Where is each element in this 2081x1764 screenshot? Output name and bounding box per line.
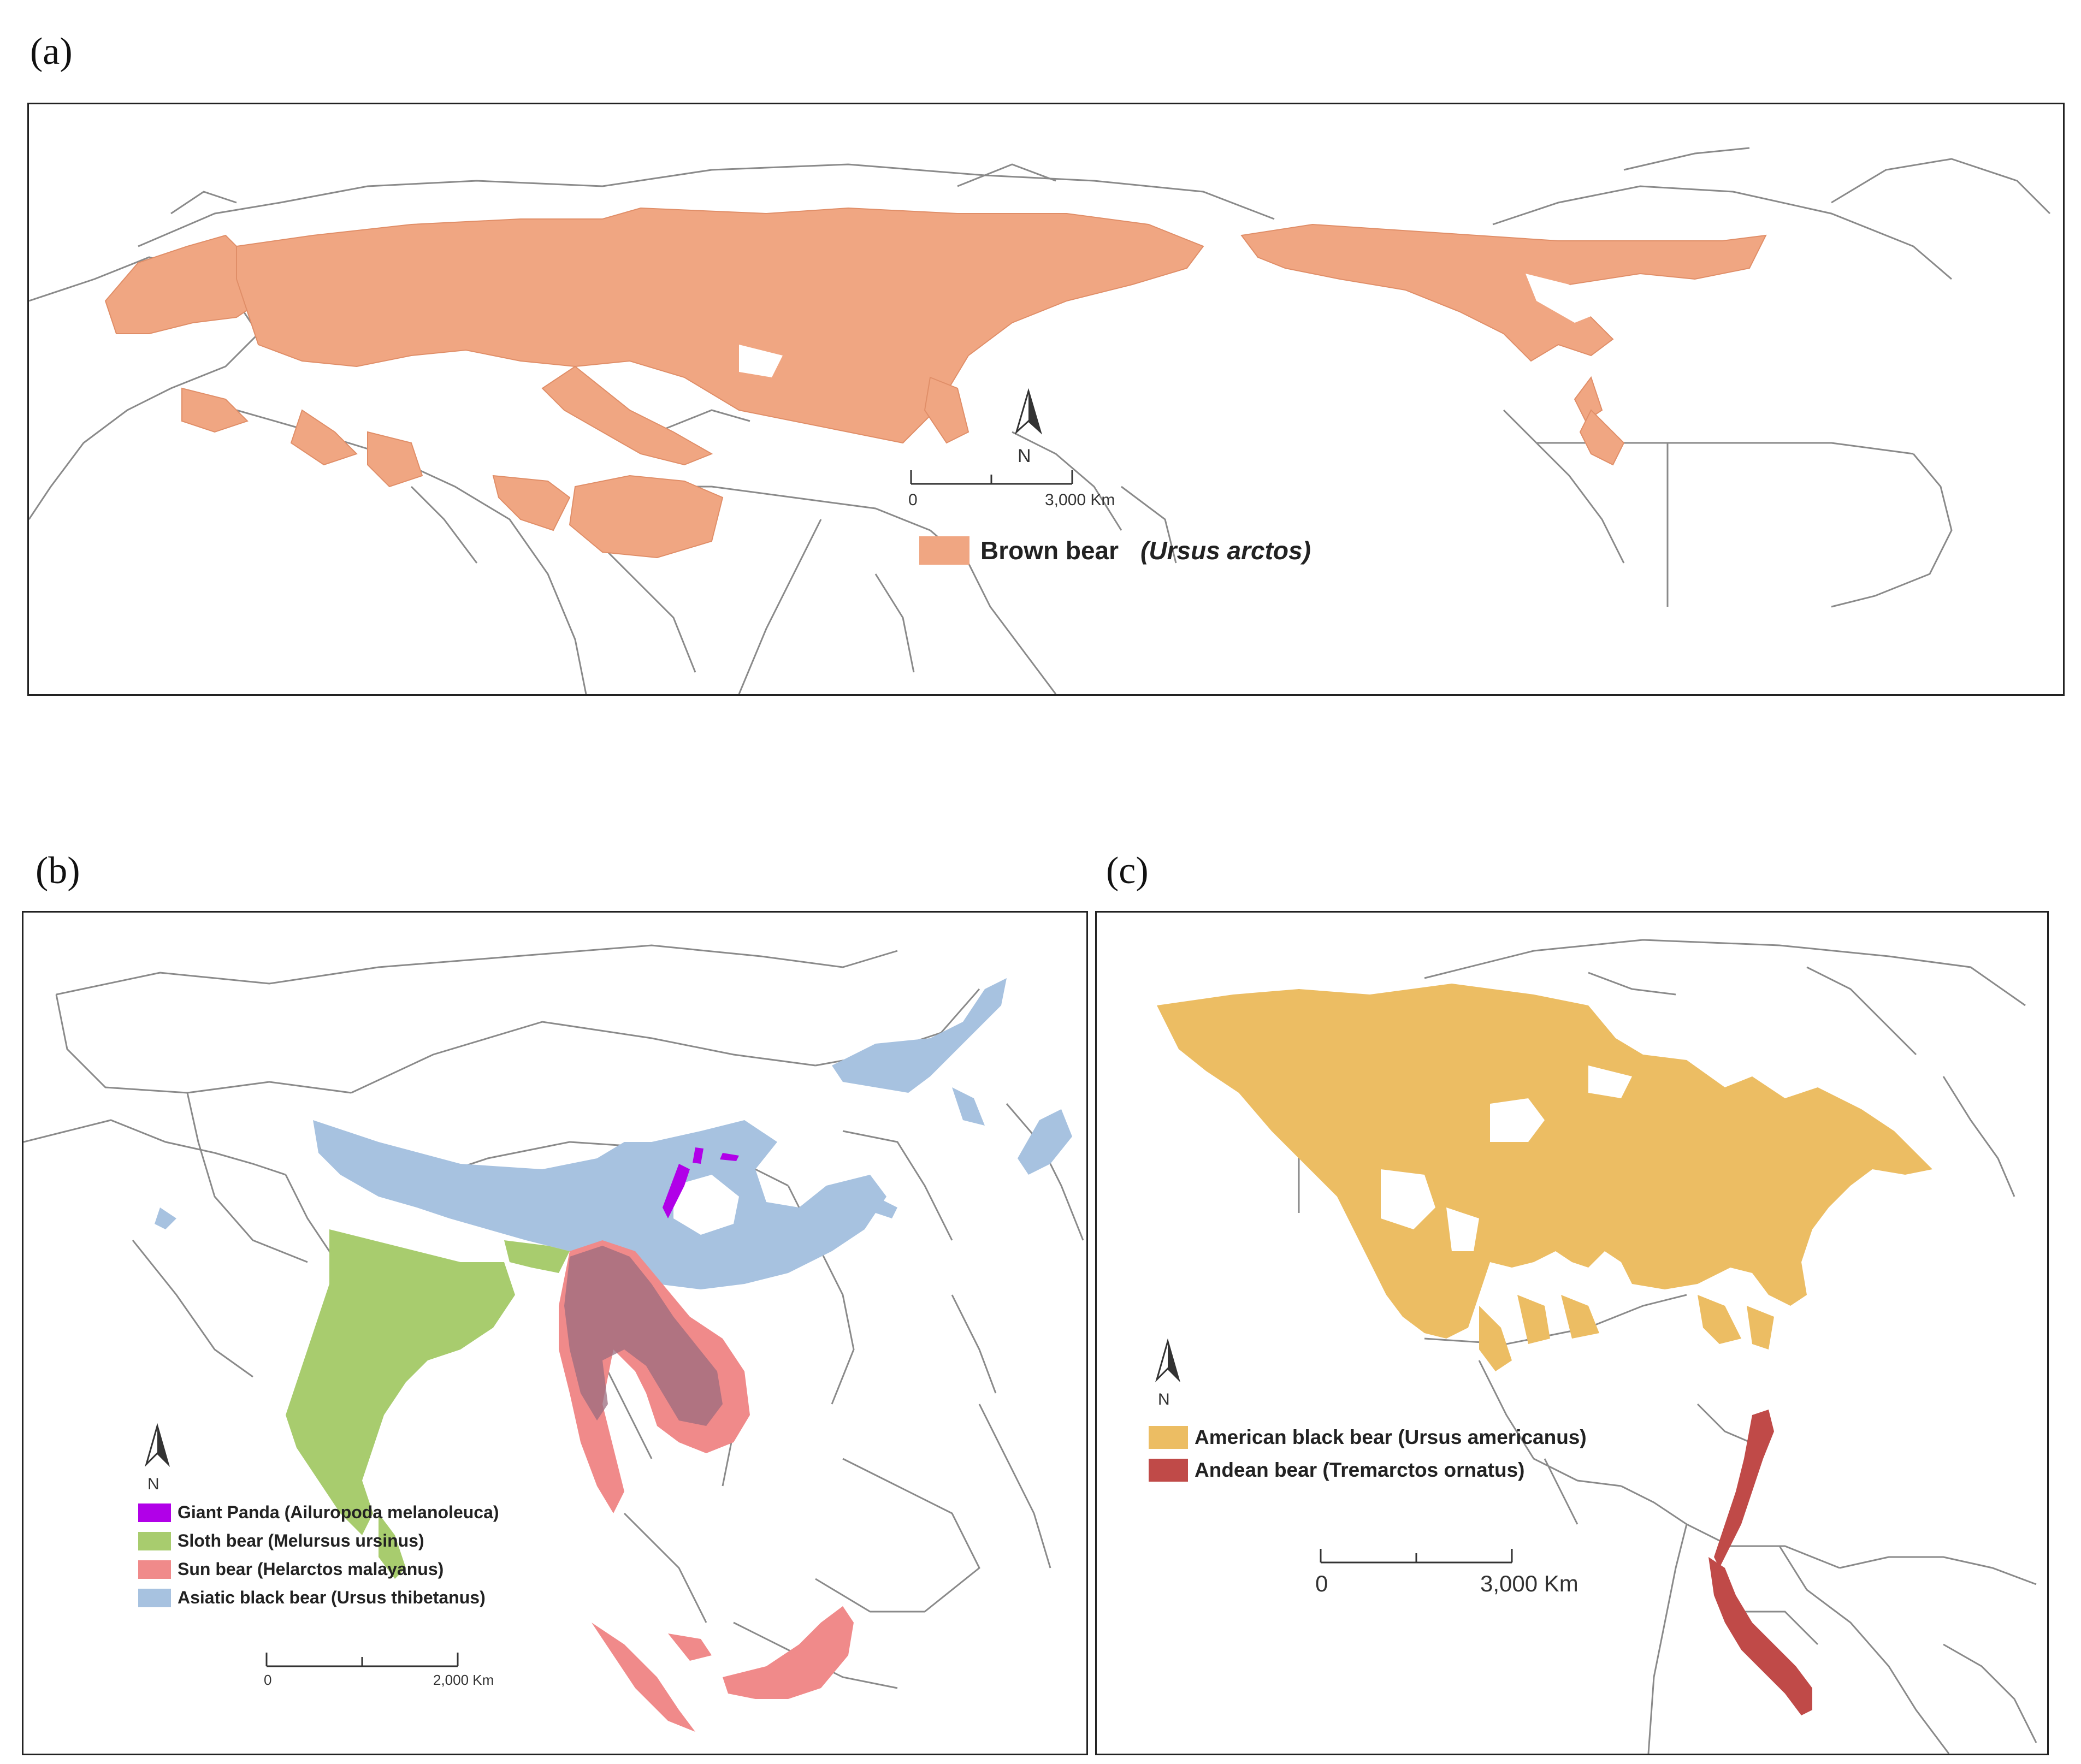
legend-scientific-brown-bear: (Ursus arctos) [1140, 536, 1311, 565]
north-label-b: N [147, 1475, 159, 1493]
scale-bar-a-graphic [910, 470, 1073, 485]
legend-swatch-andean-bear [1149, 1459, 1188, 1482]
scale-end-a: 3,000 Km [1045, 491, 1115, 509]
scale-start-a: 0 [908, 491, 918, 509]
map-panel-c: N American black bear (Ursus americanus)… [1095, 911, 2049, 1755]
legend-label-asiatic-black-bear: Asiatic black bear (Ursus thibetanus) [178, 1588, 486, 1607]
map-a-canvas [29, 147, 2051, 694]
scale-end-c: 3,000 Km [1480, 1571, 1579, 1596]
north-label-a: N [1018, 446, 1031, 466]
legend-swatch-brown-bear [919, 536, 969, 565]
north-label-c: N [1158, 1390, 1170, 1408]
legend-label-sun-bear: Sun bear (Helarctos malayanus) [178, 1559, 444, 1579]
map-panel-a: N 0 3,000 Km Brown bear (Ursus arctos) [27, 103, 2065, 696]
legend-label-brown-bear: Brown bear [980, 536, 1119, 565]
scale-bar-b: 0 2,000 Km [264, 1647, 494, 1702]
sloth-bear-range [286, 1229, 570, 1579]
legend-swatch-american-black-bear [1149, 1426, 1188, 1449]
asiatic-black-bear-range [155, 978, 1072, 1289]
brown-bear-range-holes [739, 274, 1602, 377]
andean-bear-range [1708, 1410, 1812, 1715]
asiatic-black-bear-holes [673, 1175, 739, 1235]
legend-item-american-black-bear: American black bear (Ursus americanus) [1149, 1426, 1587, 1449]
giant-panda-range [663, 1147, 739, 1218]
legend-item-sloth-bear: Sloth bear (Melursus ursinus) [138, 1531, 424, 1551]
scale-bar-c-graphic [1320, 1549, 1513, 1564]
panel-a-label: (a) [30, 31, 73, 73]
scale-bar-a: 0 3,000 Km [908, 465, 1115, 519]
north-arrow-icon [1155, 1339, 1181, 1383]
scale-bar-b-graphic [265, 1653, 459, 1667]
legend-item-brown-bear: Brown bear (Ursus arctos) [919, 536, 1311, 565]
legend-label-sloth-bear: Sloth bear (Melursus ursinus) [178, 1531, 424, 1550]
north-arrow-icon [1015, 388, 1042, 435]
legend-label-american-black-bear: American black bear (Ursus americanus) [1195, 1426, 1587, 1448]
american-black-bear-holes [1381, 1065, 1632, 1251]
map-c-canvas [1157, 939, 2037, 1754]
north-arrow-a: N [1012, 388, 1045, 470]
scale-start-b: 0 [264, 1672, 272, 1688]
sun-bear-asiatic-overlap [564, 1246, 723, 1426]
brown-bear-range [104, 207, 1767, 559]
legend-item-asiatic-black-bear: Asiatic black bear (Ursus thibetanus) [138, 1588, 486, 1608]
legend-item-giant-panda: Giant Panda (Ailuropoda melanoleuca) [138, 1502, 499, 1523]
legend-b: Giant Panda (Ailuropoda melanoleuca) Slo… [138, 1502, 630, 1623]
legend-item-sun-bear: Sun bear (Helarctos malayanus) [138, 1559, 444, 1579]
scale-end-b: 2,000 Km [433, 1672, 494, 1688]
scale-start-c: 0 [1315, 1571, 1328, 1596]
north-arrow-icon [144, 1423, 170, 1467]
panel-b-label: (b) [36, 850, 80, 892]
north-arrow-b: N [141, 1423, 174, 1505]
legend-swatch-asiatic-black-bear [138, 1588, 171, 1607]
legend-label-giant-panda: Giant Panda (Ailuropoda melanoleuca) [178, 1502, 499, 1522]
scale-bar-c: 0 3,000 Km [1315, 1543, 1579, 1603]
legend-item-andean-bear: Andean bear (Tremarctos ornatus) [1149, 1459, 1524, 1482]
panel-c-label: (c) [1106, 850, 1149, 892]
legend-swatch-sloth-bear [138, 1531, 171, 1550]
north-arrow-c: N [1151, 1339, 1184, 1420]
legend-c: American black bear (Ursus americanus) A… [1149, 1426, 1695, 1502]
map-b-canvas [23, 944, 1084, 1732]
legend-label-andean-bear: Andean bear (Tremarctos ornatus) [1195, 1459, 1525, 1481]
legend-swatch-sun-bear [138, 1560, 171, 1579]
legend-swatch-giant-panda [138, 1503, 171, 1522]
legend-a: Brown bear (Ursus arctos) [919, 536, 1411, 579]
map-panel-b: N Giant Panda (Ailuropoda melanoleuca) S… [22, 911, 1088, 1755]
american-black-bear-range [1157, 984, 1932, 1371]
